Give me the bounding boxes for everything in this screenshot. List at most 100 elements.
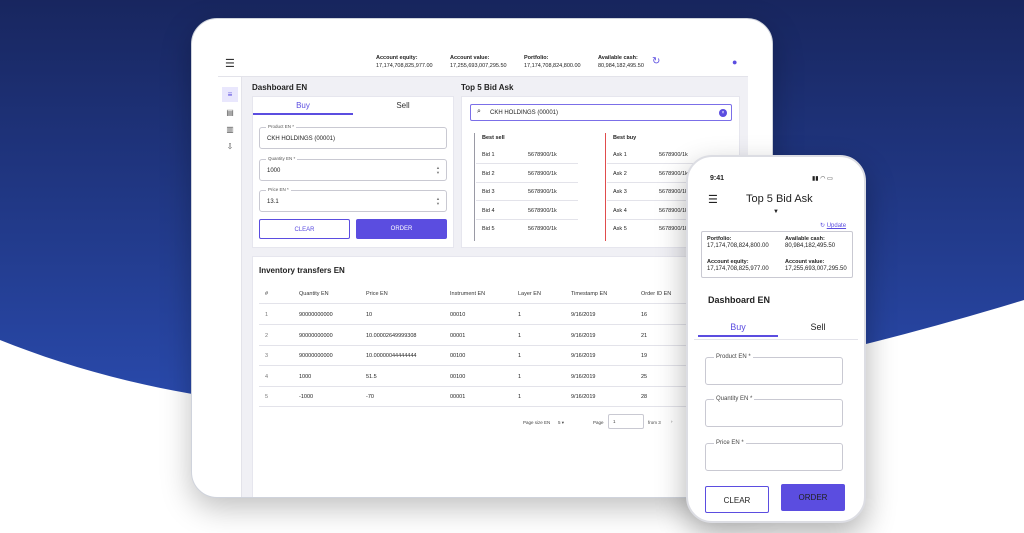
table-cell: 9/16/2019 bbox=[571, 373, 596, 380]
product-field[interactable]: Product EN * bbox=[705, 354, 843, 385]
user-icon[interactable]: ● bbox=[732, 57, 738, 67]
menu-icon[interactable]: ☰ bbox=[708, 194, 718, 206]
row-divider bbox=[259, 344, 743, 346]
bid-value: 5678900/1k bbox=[528, 207, 557, 214]
chevron-down-icon[interactable]: ▼ bbox=[773, 209, 779, 215]
side-nav: ≡ ▤ ▥ ⇩ bbox=[218, 77, 242, 497]
table-cell: 1 bbox=[518, 332, 522, 339]
table-cell: 2 bbox=[265, 332, 269, 339]
table-header[interactable]: Instrument EN bbox=[450, 291, 486, 297]
clear-button[interactable]: CLEAR bbox=[705, 486, 769, 513]
tab-buy[interactable]: Buy bbox=[698, 317, 778, 337]
portfolio-label: Portfolio: bbox=[707, 236, 732, 242]
field-value: 1000 bbox=[267, 168, 281, 174]
clear-button[interactable]: CLEAR bbox=[259, 219, 350, 239]
update-label: Update bbox=[826, 223, 847, 229]
table-header[interactable]: Quantity EN bbox=[299, 291, 329, 297]
phone-title: Top 5 Bid Ask bbox=[746, 193, 813, 205]
table-cell: 90000000000 bbox=[299, 332, 333, 339]
stepper-icon[interactable]: ▲ ▼ bbox=[436, 196, 440, 206]
order-form-card: Buy Sell Product EN * CKH HOLDINGS (0000… bbox=[252, 96, 454, 248]
bid-value: 5678900/1k bbox=[528, 226, 557, 232]
product-field[interactable]: Product EN * CKH HOLDINGS (00001) bbox=[259, 124, 447, 149]
order-button[interactable]: ORDER bbox=[781, 484, 845, 511]
buy-divider bbox=[605, 133, 606, 241]
bid-name: Bid 4 bbox=[482, 207, 495, 214]
price-field[interactable]: Price EN * 13.1 ▲ ▼ bbox=[259, 187, 447, 212]
table-cell: 1 bbox=[518, 312, 522, 318]
chevron-down-icon: ▾ bbox=[561, 420, 565, 425]
best-buy-header: Best buy bbox=[613, 135, 637, 141]
dashboard-title: Dashboard EN bbox=[252, 83, 308, 92]
nav-list-icon[interactable]: ≡ bbox=[222, 87, 238, 102]
row-divider bbox=[476, 163, 578, 164]
price-field[interactable]: Price EN * bbox=[705, 440, 843, 471]
tab-buy[interactable]: Buy bbox=[253, 97, 353, 115]
metric-available-cash: Available cash: 80,984,182,495.50 bbox=[598, 55, 644, 70]
table-cell: 90000000000 bbox=[299, 312, 333, 318]
ask-name: Ask 3 bbox=[613, 189, 627, 195]
top-app-bar: ☰ Account equity: 17,174,708,825,977.00 A… bbox=[218, 51, 748, 77]
page-input[interactable]: 1 bbox=[608, 414, 644, 429]
row-divider bbox=[476, 200, 578, 201]
table-cell: 00100 bbox=[450, 353, 466, 359]
value-value: 17,255,693,007,295.50 bbox=[785, 266, 847, 272]
cash-label: Available cash: bbox=[785, 236, 825, 242]
search-value: CKH HOLDINGS (00001) bbox=[490, 110, 559, 116]
table-cell: 00100 bbox=[450, 373, 466, 380]
page-size-value: 5 bbox=[558, 420, 561, 425]
sell-divider bbox=[474, 133, 475, 241]
ask-name: Ask 5 bbox=[613, 226, 627, 232]
account-summary: Portfolio: 17,174,708,824,800.00 Availab… bbox=[701, 231, 853, 278]
stepper-icon[interactable]: ▲ ▼ bbox=[436, 165, 440, 175]
equity-label: Account equity: bbox=[707, 259, 749, 265]
quantity-field[interactable]: Quantity EN * 1000 ▲ ▼ bbox=[259, 156, 447, 181]
update-link[interactable]: ↻ Update bbox=[820, 222, 846, 229]
page-label: Page bbox=[593, 420, 604, 425]
page-size-select[interactable]: 5 ▾ bbox=[558, 420, 564, 426]
table-header[interactable]: Order ID EN bbox=[641, 291, 672, 297]
field-label: Quantity EN * bbox=[266, 156, 298, 161]
bid-name: Bid 1 bbox=[482, 152, 495, 158]
row-divider bbox=[476, 218, 578, 220]
ask-value: 5678900/1k bbox=[659, 170, 688, 177]
phone-device: 9:41 ▮▮ ◠ ▭ ☰ Top 5 Bid Ask ▼ ↻ Update P… bbox=[686, 155, 866, 523]
tab-sell[interactable]: Sell bbox=[396, 101, 410, 110]
table-cell: 9/16/2019 bbox=[571, 394, 596, 400]
refresh-icon[interactable]: ↻ bbox=[652, 56, 661, 67]
table-header[interactable]: Timestamp EN bbox=[571, 291, 608, 297]
row-divider bbox=[607, 218, 709, 220]
quantity-field[interactable]: Quantity EN * bbox=[705, 396, 843, 427]
bid-name: Bid 3 bbox=[482, 189, 495, 195]
nav-download-icon[interactable]: ⇩ bbox=[226, 142, 234, 151]
nav-document-icon[interactable]: ▤ bbox=[226, 108, 234, 117]
metric-value: 17,174,708,824,800.00 bbox=[524, 62, 581, 69]
field-value: 13.1 bbox=[267, 199, 279, 205]
row-divider bbox=[259, 324, 743, 325]
table-header[interactable]: Layer EN bbox=[518, 291, 541, 297]
menu-icon[interactable]: ☰ bbox=[225, 58, 235, 70]
tab-sell[interactable]: Sell bbox=[810, 322, 826, 332]
inventory-card: Inventory transfers EN # Quantity EN Price… bbox=[252, 256, 748, 497]
nav-chart-icon[interactable]: ▥ bbox=[226, 125, 234, 134]
table-header[interactable]: # bbox=[265, 291, 269, 297]
clear-search-icon[interactable]: × bbox=[719, 109, 727, 117]
metric-value: 17,174,708,825,977.00 bbox=[376, 62, 433, 69]
table-cell: 9/16/2019 bbox=[571, 353, 596, 359]
bidask-title: Top 5 Bid Ask bbox=[461, 83, 514, 92]
portfolio-value: 17,174,708,824,800.00 bbox=[707, 243, 769, 249]
table-cell: 1 bbox=[518, 394, 522, 400]
search-input[interactable]: ⌕ CKH HOLDINGS (00001) × bbox=[470, 104, 732, 121]
table-cell: 19 bbox=[641, 353, 648, 359]
table-header[interactable]: Price EN bbox=[366, 291, 388, 297]
row-divider bbox=[607, 181, 709, 183]
table-cell: 16 bbox=[641, 312, 648, 318]
ask-name: Ask 1 bbox=[613, 152, 627, 158]
table-cell: 3 bbox=[265, 353, 269, 359]
tab-divider bbox=[694, 339, 858, 340]
table-cell: 9/16/2019 bbox=[571, 312, 596, 318]
dashboard-title: Dashboard EN bbox=[708, 295, 771, 305]
metric-value: 80,984,182,495.50 bbox=[598, 62, 644, 69]
order-button[interactable]: ORDER bbox=[356, 219, 447, 239]
next-page-icon[interactable]: › bbox=[671, 419, 673, 424]
